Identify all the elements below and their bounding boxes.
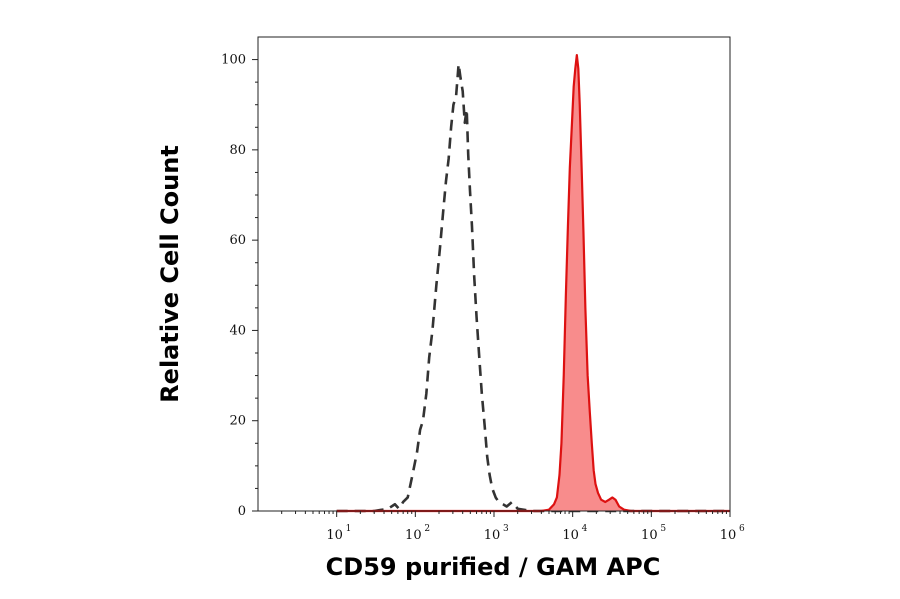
x-tick-label-4: 10 (562, 528, 579, 543)
x-axis-title: CD59 purified / GAM APC (326, 553, 661, 581)
y-axis-title: Relative Cell Count (156, 145, 184, 403)
y-tick-label-40: 40 (229, 323, 246, 338)
y-tick-label-0: 0 (238, 504, 246, 519)
plot-frame (257, 36, 731, 512)
x-tick-label-1: 10 (326, 528, 343, 543)
y-tick-label-20: 20 (229, 414, 246, 429)
x-tick-label-6: 10 (720, 528, 737, 543)
x-tick-exponent-4: 4 (582, 524, 588, 534)
series-2-fill (336, 55, 730, 512)
x-tick-exponent-3: 3 (503, 524, 509, 534)
y-tick-label-100: 100 (221, 53, 246, 68)
series-2-line (336, 53, 730, 513)
x-tick-exponent-5: 5 (660, 524, 666, 534)
series-1-line (336, 62, 730, 513)
x-tick-label-3: 10 (484, 528, 501, 543)
x-tick-exponent-6: 6 (739, 524, 745, 534)
x-tick-label-5: 10 (641, 528, 658, 543)
x-tick-exponent-2: 2 (424, 524, 430, 534)
y-tick-label-80: 80 (229, 143, 246, 158)
x-tick-exponent-1: 1 (346, 524, 352, 534)
x-tick-label-2: 10 (405, 528, 422, 543)
y-tick-label-60: 60 (229, 233, 246, 248)
